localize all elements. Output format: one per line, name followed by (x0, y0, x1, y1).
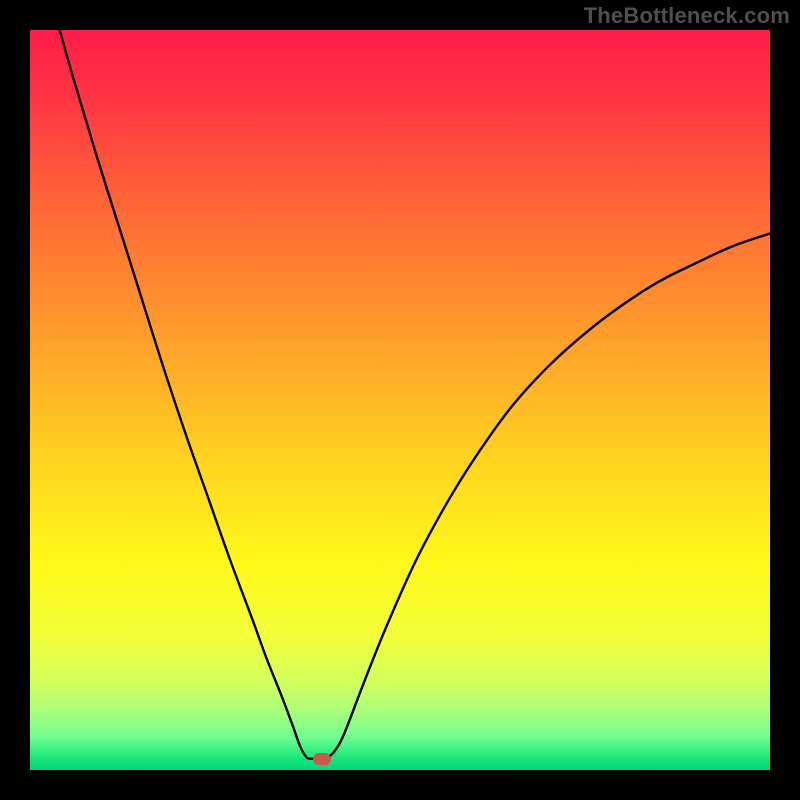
frame-left (0, 0, 30, 800)
curve-path (60, 30, 770, 759)
bottleneck-curve (30, 30, 770, 770)
frame-bottom (0, 770, 800, 800)
chart-plot-area (30, 30, 770, 770)
optimum-marker (313, 753, 331, 765)
watermark-text: TheBottleneck.com (584, 3, 790, 29)
frame-right (770, 0, 800, 800)
